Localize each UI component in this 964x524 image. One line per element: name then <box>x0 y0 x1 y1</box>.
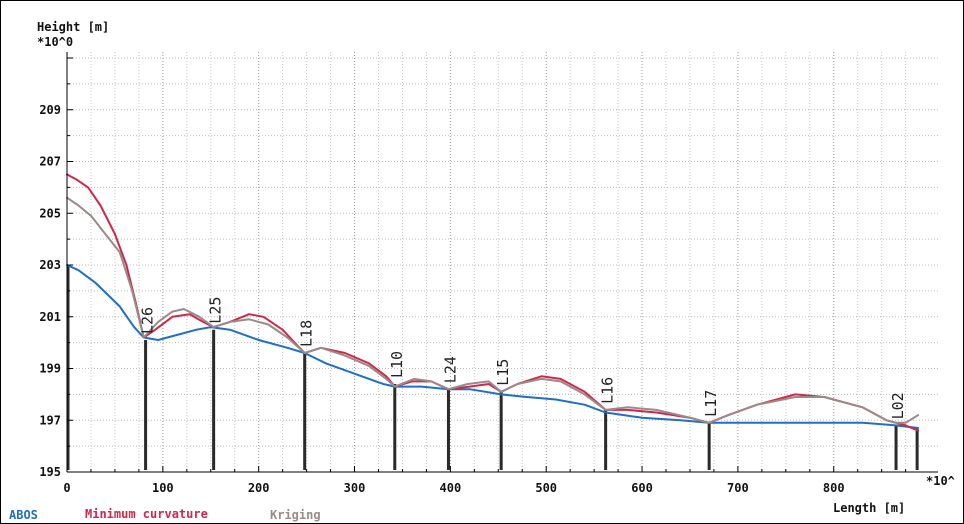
well-label: L10 <box>388 351 406 378</box>
well-label: L26 <box>139 307 157 334</box>
well-label: L18 <box>298 320 316 347</box>
well-label: L16 <box>599 377 617 404</box>
x-tick-label: 500 <box>535 481 557 495</box>
y-tick-label: 207 <box>39 155 61 169</box>
x-tick-label: 100 <box>152 481 174 495</box>
y-tick-label: 201 <box>39 310 61 324</box>
tick-labels: 0 100 200 300 400 500 600 700 800 195 197 199 201 203… <box>39 103 844 495</box>
well-label: L24 <box>441 356 459 383</box>
x-scale-label: *10^ <box>926 474 955 488</box>
y-tick-label: 199 <box>39 362 61 376</box>
well-label: L15 <box>494 359 512 386</box>
x-tick-label: 0 <box>63 481 70 495</box>
x-tick-label: 400 <box>440 481 462 495</box>
well-label: L02 <box>889 392 907 419</box>
x-tick-label: 600 <box>631 481 653 495</box>
wells <box>66 265 919 470</box>
x-tick-label: 700 <box>727 481 749 495</box>
x-tick-label: 200 <box>248 481 270 495</box>
y-tick-label: 197 <box>39 413 61 427</box>
x-tick-label: 300 <box>344 481 366 495</box>
x-tick-label: 800 <box>823 481 845 495</box>
series-lines <box>66 173 920 432</box>
legend-kriging: Kriging <box>270 508 321 522</box>
series-line-abos <box>66 264 920 429</box>
well-labels: L26 L25 L18 L10 L24 L15 L16 L17 L02 <box>139 297 907 420</box>
series-line-kriging <box>66 196 920 424</box>
well-label: L25 <box>207 297 225 324</box>
y-tick-label: 205 <box>39 206 61 220</box>
axes <box>66 52 938 473</box>
legend-abos: ABOS <box>9 508 38 522</box>
legend-minimum-curvature: Minimum curvature <box>85 507 208 521</box>
y-scale-label: *10^0 <box>37 35 74 49</box>
x-axis-title: Length [m] <box>833 501 906 515</box>
y-tick-label: 195 <box>39 465 61 479</box>
y-tick-label: 203 <box>39 258 61 272</box>
y-axis-title: Height [m] <box>37 20 110 34</box>
well-label: L17 <box>702 390 720 417</box>
grid <box>67 52 938 472</box>
y-tick-label: 209 <box>39 103 61 117</box>
